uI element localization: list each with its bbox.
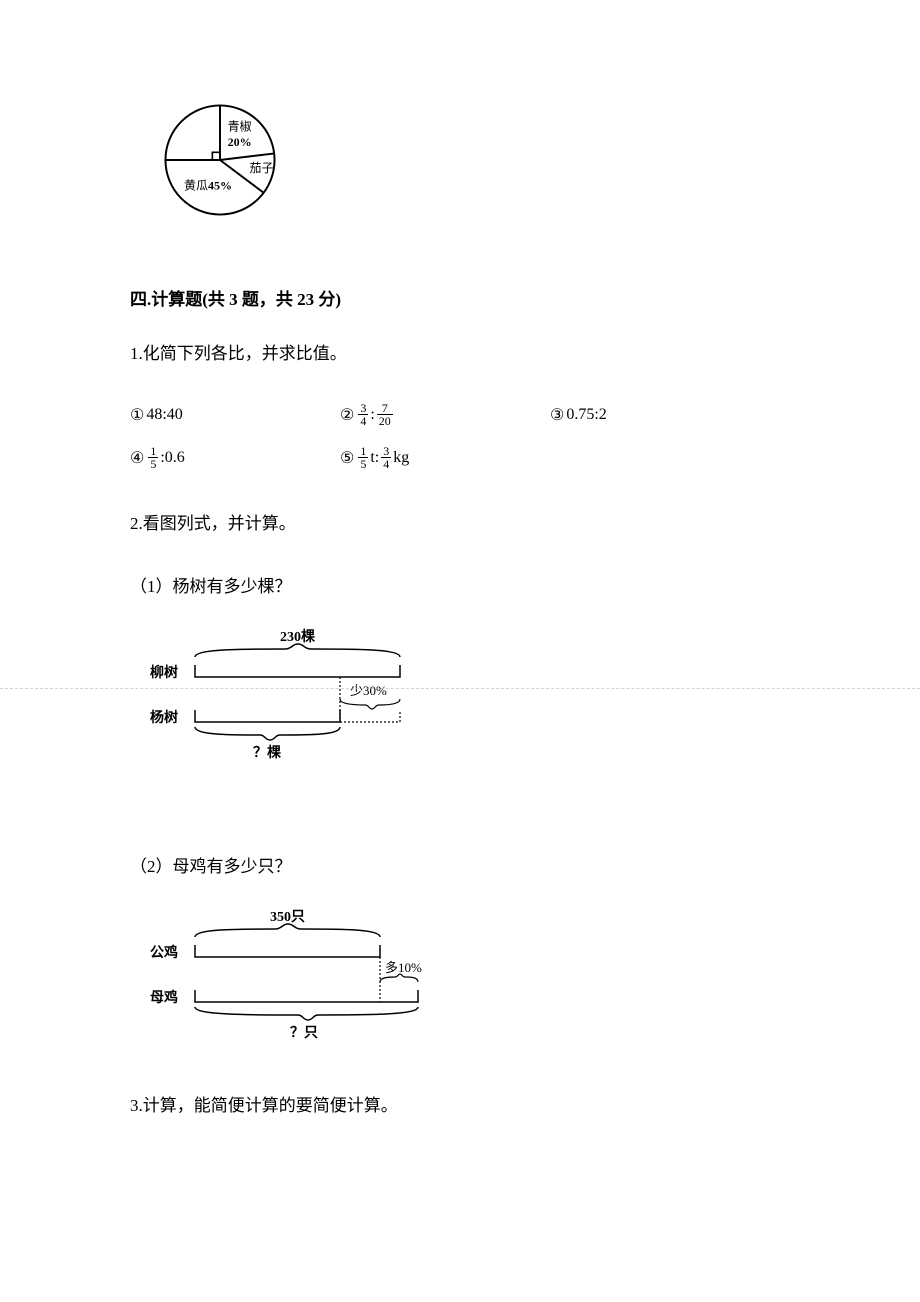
svg-text:350只: 350只 xyxy=(270,909,305,925)
q2-part2-diagram: 350只 公鸡 多10% 母鸡 ？只 xyxy=(150,907,790,1052)
svg-text:？只: ？只 xyxy=(290,1025,318,1041)
q2-part1-diagram: 230棵 柳树 少30% 杨树 ？棵 xyxy=(150,627,790,772)
q1-item-2: ② 34 : 720 xyxy=(340,402,550,427)
q1-item-5: ⑤ 15 t: 34 kg xyxy=(340,445,550,470)
svg-text:230棵: 230棵 xyxy=(280,628,315,645)
q1-prompt: 1.化简下列各比，并求比值。 xyxy=(130,340,790,367)
svg-text:？棵: ？棵 xyxy=(253,744,281,761)
pie-label-qiezi: 茄子 xyxy=(249,161,273,175)
pie-label-huanggua: 黄瓜45% xyxy=(184,178,232,192)
svg-text:多10%: 多10% xyxy=(385,960,422,975)
pie-chart: 青椒 20% 茄子 黄瓜45% xyxy=(160,100,790,225)
section-4-header: 四.计算题(共 3 题，共 23 分) xyxy=(130,285,790,310)
q2-part2-label: （2）母鸡有多少只？ xyxy=(130,852,790,877)
svg-text:少30%: 少30% xyxy=(350,683,387,698)
pie-pct-qingjiao: 20% xyxy=(228,135,252,149)
q1-item-4: ④ 15 :0.6 xyxy=(130,445,340,470)
svg-text:公鸡: 公鸡 xyxy=(150,944,178,961)
svg-text:柳树: 柳树 xyxy=(150,664,178,681)
q1-item-1: ①48:40 xyxy=(130,405,340,425)
pie-label-qingjiao: 青椒 xyxy=(228,120,252,134)
q1-item-3: ③0.75:2 xyxy=(550,405,760,425)
svg-text:杨树: 杨树 xyxy=(150,709,178,726)
svg-text:母鸡: 母鸡 xyxy=(150,989,178,1006)
q2-part1-label: （1）杨树有多少棵？ xyxy=(130,572,790,597)
page-divider-dotted xyxy=(0,688,920,689)
q2-prompt: 2.看图列式，并计算。 xyxy=(130,510,790,537)
q3-prompt: 3.计算，能简便计算的要简便计算。 xyxy=(130,1092,790,1119)
